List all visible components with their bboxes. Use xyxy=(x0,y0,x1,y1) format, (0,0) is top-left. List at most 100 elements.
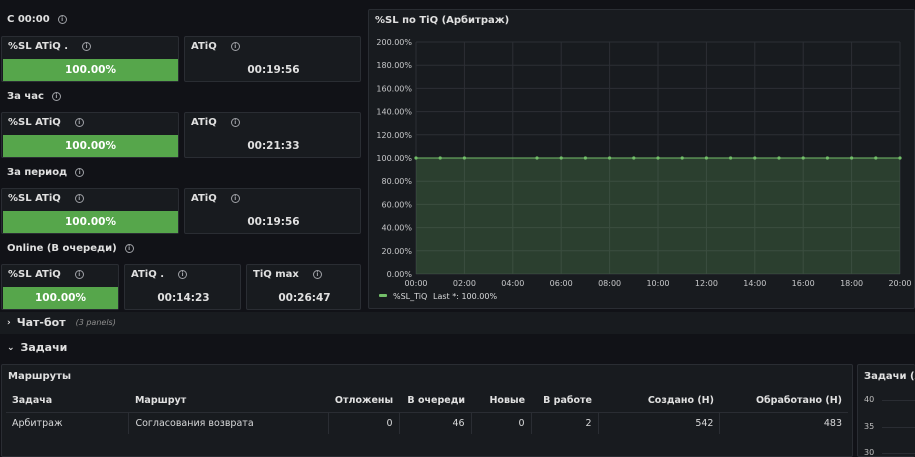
info-icon[interactable]: i xyxy=(230,118,240,127)
y-tick-label: 20.00% xyxy=(381,247,412,256)
section-tasks[interactable]: ⌄ Задачи xyxy=(7,341,68,354)
col-header-in-queue[interactable]: В очереди xyxy=(399,390,472,413)
col-header-created[interactable]: Создано (Н) xyxy=(598,390,720,413)
data-point xyxy=(777,156,781,160)
y-tick-label: 160.00% xyxy=(376,84,412,93)
x-tick-label: 14:00 xyxy=(743,279,766,288)
col-header-route[interactable]: Маршрут xyxy=(128,390,329,413)
y-tick-label: 120.00% xyxy=(376,131,412,140)
x-tick-label: 16:00 xyxy=(792,279,815,288)
x-tick-label: 08:00 xyxy=(598,279,621,288)
info-icon[interactable]: i xyxy=(82,42,92,51)
data-point xyxy=(632,156,636,160)
col-header-task[interactable]: Задача xyxy=(6,390,129,413)
info-icon[interactable]: i xyxy=(57,15,67,24)
data-point xyxy=(704,156,708,160)
info-icon[interactable]: i xyxy=(124,244,134,253)
x-tick-label: 18:00 xyxy=(840,279,863,288)
row-title-since-midnight: С 00:00 i xyxy=(7,14,67,25)
tiq-max-value: 00:26:47 xyxy=(278,292,331,304)
data-point xyxy=(608,156,612,160)
sl-value-bar: 100.00% xyxy=(3,287,118,309)
graph-title: %SL по TiQ (Арбитраж) xyxy=(375,15,510,26)
y-tick-label: 180.00% xyxy=(376,61,412,70)
graph-panel-sl-tiq[interactable]: %SL по TiQ (Арбитраж) 0.00% 20.00% 40.00% 6… xyxy=(368,9,915,309)
panel-count: (3 panels) xyxy=(75,318,116,327)
row-title-per-hour: За час i xyxy=(7,91,61,102)
side-y-tick: 30 xyxy=(864,448,875,457)
stat-panel-atiq-online[interactable]: ATiQ .i 00:14:23 xyxy=(124,264,241,310)
x-tick-label: 20:00 xyxy=(888,279,911,288)
stat-panel-sl-per-period[interactable]: %SL ATiQ i 100.00% xyxy=(1,188,179,234)
table-header-row: Задача Маршрут Отложены В очереди Новые … xyxy=(6,390,848,413)
y-tick-label: 200.00% xyxy=(376,38,412,47)
data-point xyxy=(535,156,539,160)
y-tick-label: 60.00% xyxy=(381,200,412,209)
data-point xyxy=(729,156,733,160)
col-header-in-work[interactable]: В работе xyxy=(531,390,598,413)
legend-swatch xyxy=(379,294,387,297)
info-icon[interactable]: i xyxy=(74,194,84,203)
y-tick-label: 100.00% xyxy=(376,154,412,163)
info-icon[interactable]: i xyxy=(51,92,61,101)
info-icon[interactable]: i xyxy=(75,168,85,177)
chevron-right-icon: › xyxy=(7,317,11,328)
info-icon[interactable]: i xyxy=(230,42,240,51)
info-icon[interactable]: i xyxy=(74,270,84,279)
routes-table: Задача Маршрут Отложены В очереди Новые … xyxy=(6,390,848,434)
y-tick-label: 0.00% xyxy=(387,270,413,279)
info-icon[interactable]: i xyxy=(312,270,322,279)
stat-panel-atiq-per-hour[interactable]: ATiQ i 00:21:33 xyxy=(184,112,361,158)
x-tick-label: 06:00 xyxy=(550,279,573,288)
stat-panel-tiq-max-online[interactable]: TiQ max i 00:26:47 xyxy=(246,264,361,310)
data-point xyxy=(414,156,418,160)
y-tick-label: 140.00% xyxy=(376,108,412,117)
x-tick-label: 10:00 xyxy=(646,279,669,288)
side-panel-title: Задачи (Ар xyxy=(864,371,915,382)
gridline xyxy=(882,400,915,401)
side-y-tick: 35 xyxy=(864,422,875,431)
info-icon[interactable]: i xyxy=(74,118,84,127)
cell-in-work: 2 xyxy=(531,412,599,434)
data-point xyxy=(898,156,902,160)
col-header-processed[interactable]: Обработано (Н) xyxy=(719,390,848,413)
tasks-side-panel[interactable]: Задачи (Ар 40 35 30 xyxy=(857,364,915,457)
info-icon[interactable]: i xyxy=(230,194,240,203)
section-chatbot[interactable]: › Чат-бот (3 panels) xyxy=(7,316,116,329)
data-point xyxy=(850,156,854,160)
atiq-value: 00:14:23 xyxy=(157,292,210,304)
stat-panel-atiq-since-midnight[interactable]: ATiQ i 00:19:56 xyxy=(184,36,361,82)
x-tick-label: 04:00 xyxy=(501,279,524,288)
row-title-per-period: За период i xyxy=(7,167,85,178)
info-icon[interactable]: i xyxy=(178,270,187,279)
gridline xyxy=(882,427,915,428)
table-row[interactable]: Арбитраж Согласования возврата 0 46 0 2 … xyxy=(6,412,848,434)
data-point xyxy=(680,156,684,160)
cell-created: 542 xyxy=(598,412,721,434)
series-area xyxy=(416,158,900,274)
data-point xyxy=(438,156,442,160)
col-header-postponed[interactable]: Отложены xyxy=(328,390,400,413)
x-tick-label: 02:00 xyxy=(453,279,476,288)
side-y-tick: 40 xyxy=(864,395,875,404)
data-point xyxy=(656,156,660,160)
y-tick-label: 80.00% xyxy=(381,177,412,186)
cell-processed: 483 xyxy=(823,417,842,429)
stat-panel-atiq-per-period[interactable]: ATiQ i 00:19:56 xyxy=(184,188,361,234)
sl-tiq-chart[interactable]: 0.00% 20.00% 40.00% 60.00% 80.00% 100.00% 120.… xyxy=(369,10,915,310)
col-header-new[interactable]: Новые xyxy=(471,390,532,413)
chevron-down-icon: ⌄ xyxy=(7,342,15,353)
stat-panel-sl-per-hour[interactable]: %SL ATiQ i 100.00% xyxy=(1,112,179,158)
atiq-value: 00:21:33 xyxy=(247,140,300,152)
atiq-value: 00:19:56 xyxy=(247,216,300,228)
sl-value-bar: 100.00% xyxy=(3,211,178,233)
stat-panel-sl-since-midnight[interactable]: %SL ATiQ .i 100.00% xyxy=(1,36,179,82)
routes-table-panel[interactable]: Маршруты Задача Маршрут Отложены В очере… xyxy=(1,364,853,457)
x-tick-label: 00:00 xyxy=(404,279,427,288)
cell-new: 0 xyxy=(471,412,532,434)
legend-last-value: Last *: 100.00% xyxy=(433,292,497,301)
row-title-online: Online (В очереди) i xyxy=(7,243,134,254)
stat-panel-sl-online[interactable]: %SL ATiQ i 100.00% xyxy=(1,264,119,310)
data-point xyxy=(753,156,757,160)
sl-value-bar: 100.00% xyxy=(3,59,178,81)
